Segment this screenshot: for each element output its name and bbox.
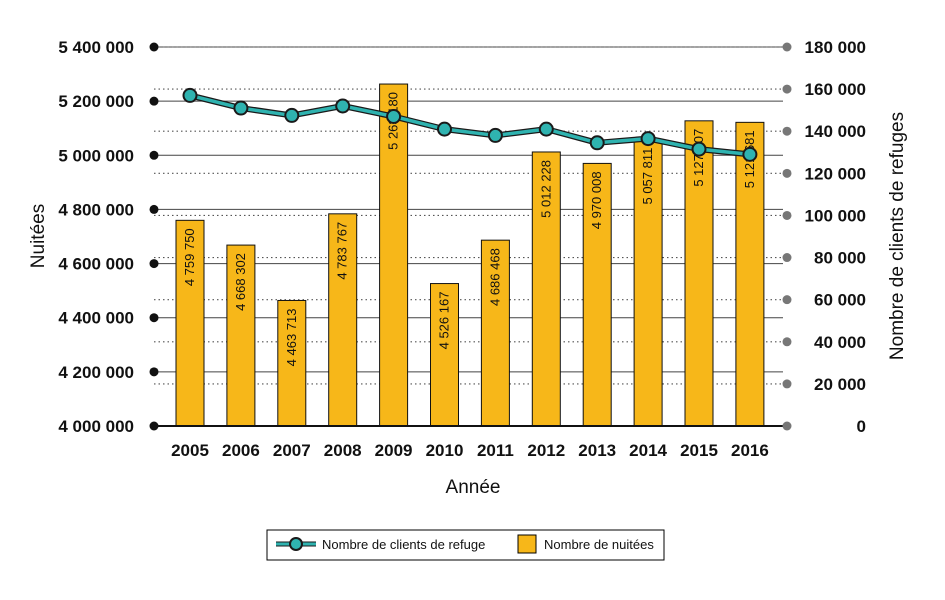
- right-tick-dot: [782, 168, 792, 178]
- left-tick-label: 4 600 000: [58, 255, 134, 274]
- right-tick-label: 140 000: [805, 122, 866, 141]
- line-series: [182, 87, 758, 162]
- line-point: [640, 131, 656, 147]
- left-tick-dot: [149, 96, 159, 106]
- left-axis-title: Nuitées: [28, 204, 49, 268]
- legend-box: [266, 529, 665, 561]
- left-tick-dot: [149, 421, 159, 431]
- right-tick-dot: [782, 421, 792, 431]
- left-tick-label: 5 400 000: [58, 38, 134, 57]
- left-tick-label: 4 800 000: [58, 200, 134, 219]
- bar-value-label: 4 686 468: [487, 248, 502, 306]
- bar: [226, 244, 256, 427]
- bar-value-label: 4 668 302: [233, 253, 248, 311]
- bar: [175, 219, 205, 427]
- bar-value-label: 4 526 167: [437, 292, 452, 350]
- line-point: [284, 107, 300, 123]
- x-tick-label: 2013: [578, 441, 616, 460]
- bar-value-label: 4 759 750: [182, 228, 197, 286]
- left-tick-label: 5 200 000: [58, 92, 134, 111]
- x-tick-label: 2009: [375, 441, 413, 460]
- line-point: [589, 135, 605, 151]
- line-point: [487, 127, 503, 143]
- bar-value-label: 4 970 008: [589, 171, 604, 229]
- left-tick-label: 5 000 000: [58, 146, 134, 165]
- left-gridlines: [154, 46, 783, 427]
- legend-line-label: Nombre de clients de refuge: [322, 537, 485, 552]
- line-point: [691, 141, 707, 157]
- right-tick-dot: [782, 295, 792, 305]
- x-tick-label: 2005: [171, 441, 209, 460]
- left-tick-dot: [149, 204, 159, 214]
- bar: [328, 213, 358, 427]
- legend-bar-label: Nombre de nuitées: [544, 537, 654, 552]
- legend: Nombre de clients de refuge Nombre de nu…: [266, 529, 665, 561]
- x-tick-label: 2008: [324, 441, 362, 460]
- right-tick-dot: [782, 42, 792, 52]
- left-tick-label: 4 200 000: [58, 363, 134, 382]
- line-point: [742, 146, 758, 162]
- legend-line-marker: [289, 537, 303, 551]
- x-tick-label: 2011: [477, 441, 514, 460]
- left-tick-label: 4 400 000: [58, 309, 134, 328]
- right-tick-dot: [782, 337, 792, 347]
- line-point: [386, 108, 402, 124]
- right-tick-label: 120 000: [805, 164, 866, 183]
- line-point: [182, 87, 198, 103]
- bar: [277, 299, 307, 427]
- right-tick-label: 80 000: [814, 249, 866, 268]
- x-axis-title: Année: [446, 477, 501, 498]
- line-path: [189, 93, 751, 157]
- right-tick-dot: [782, 379, 792, 389]
- line-point: [233, 100, 249, 116]
- x-tick-label: 2014: [629, 441, 667, 460]
- right-tick-label: 40 000: [814, 333, 866, 352]
- right-tick-label: 60 000: [814, 291, 866, 310]
- bar: [379, 83, 409, 427]
- bar: [684, 120, 714, 427]
- x-tick-label: 2016: [731, 441, 769, 460]
- bar-value-label: 5 127 307: [691, 129, 706, 187]
- left-tick-label: 4 000 000: [58, 417, 134, 436]
- right-axis-title: Nombre de clients de refuges: [887, 112, 908, 360]
- right-tick-label: 100 000: [805, 206, 866, 225]
- right-tick-dot: [782, 84, 792, 94]
- bar: [582, 162, 612, 427]
- left-tick-dot: [149, 367, 159, 377]
- line-point: [335, 98, 351, 114]
- right-tick-label: 160 000: [805, 80, 866, 99]
- left-tick-dot: [149, 150, 159, 160]
- left-tick-dot: [149, 259, 159, 269]
- left-tick-dot: [149, 313, 159, 323]
- right-tick-label: 20 000: [814, 375, 866, 394]
- bar: [531, 151, 561, 427]
- right-tick-label: 0: [857, 417, 866, 436]
- x-tick-label: 2012: [527, 441, 565, 460]
- line-point: [437, 121, 452, 137]
- x-axis: 2005 2006 2007 2008 2009 2010 2011 2012 2013 2014…: [171, 441, 769, 460]
- bar: [633, 139, 663, 427]
- bar-value-label: 4 783 767: [335, 222, 350, 280]
- bar-value-label: 5 012 228: [538, 160, 553, 218]
- right-tick-label: 180 000: [805, 38, 866, 57]
- bar: [480, 239, 510, 427]
- right-tick-dot: [782, 126, 792, 136]
- legend-bar-swatch: [517, 534, 537, 554]
- line-outline: [189, 92, 751, 158]
- x-tick-label: 2010: [426, 441, 464, 460]
- bar-value-label: 5 057 811: [640, 148, 655, 205]
- bar: [430, 283, 459, 427]
- right-axis: 0 20 000 40 000 60 000 80 000 100 000 120 000 1…: [782, 38, 866, 436]
- x-tick-label: 2007: [273, 441, 311, 460]
- bar-value-label: 4 463 713: [284, 308, 299, 366]
- left-axis: 4 000 000 4 200 000 4 400 000 4 600 000 4 80…: [58, 38, 159, 436]
- left-tick-dot: [149, 42, 159, 52]
- right-tick-dot: [782, 253, 792, 263]
- x-tick-label: 2015: [680, 441, 718, 460]
- x-tick-label: 2006: [222, 441, 260, 460]
- right-tick-dot: [782, 210, 792, 220]
- line-point: [538, 121, 554, 137]
